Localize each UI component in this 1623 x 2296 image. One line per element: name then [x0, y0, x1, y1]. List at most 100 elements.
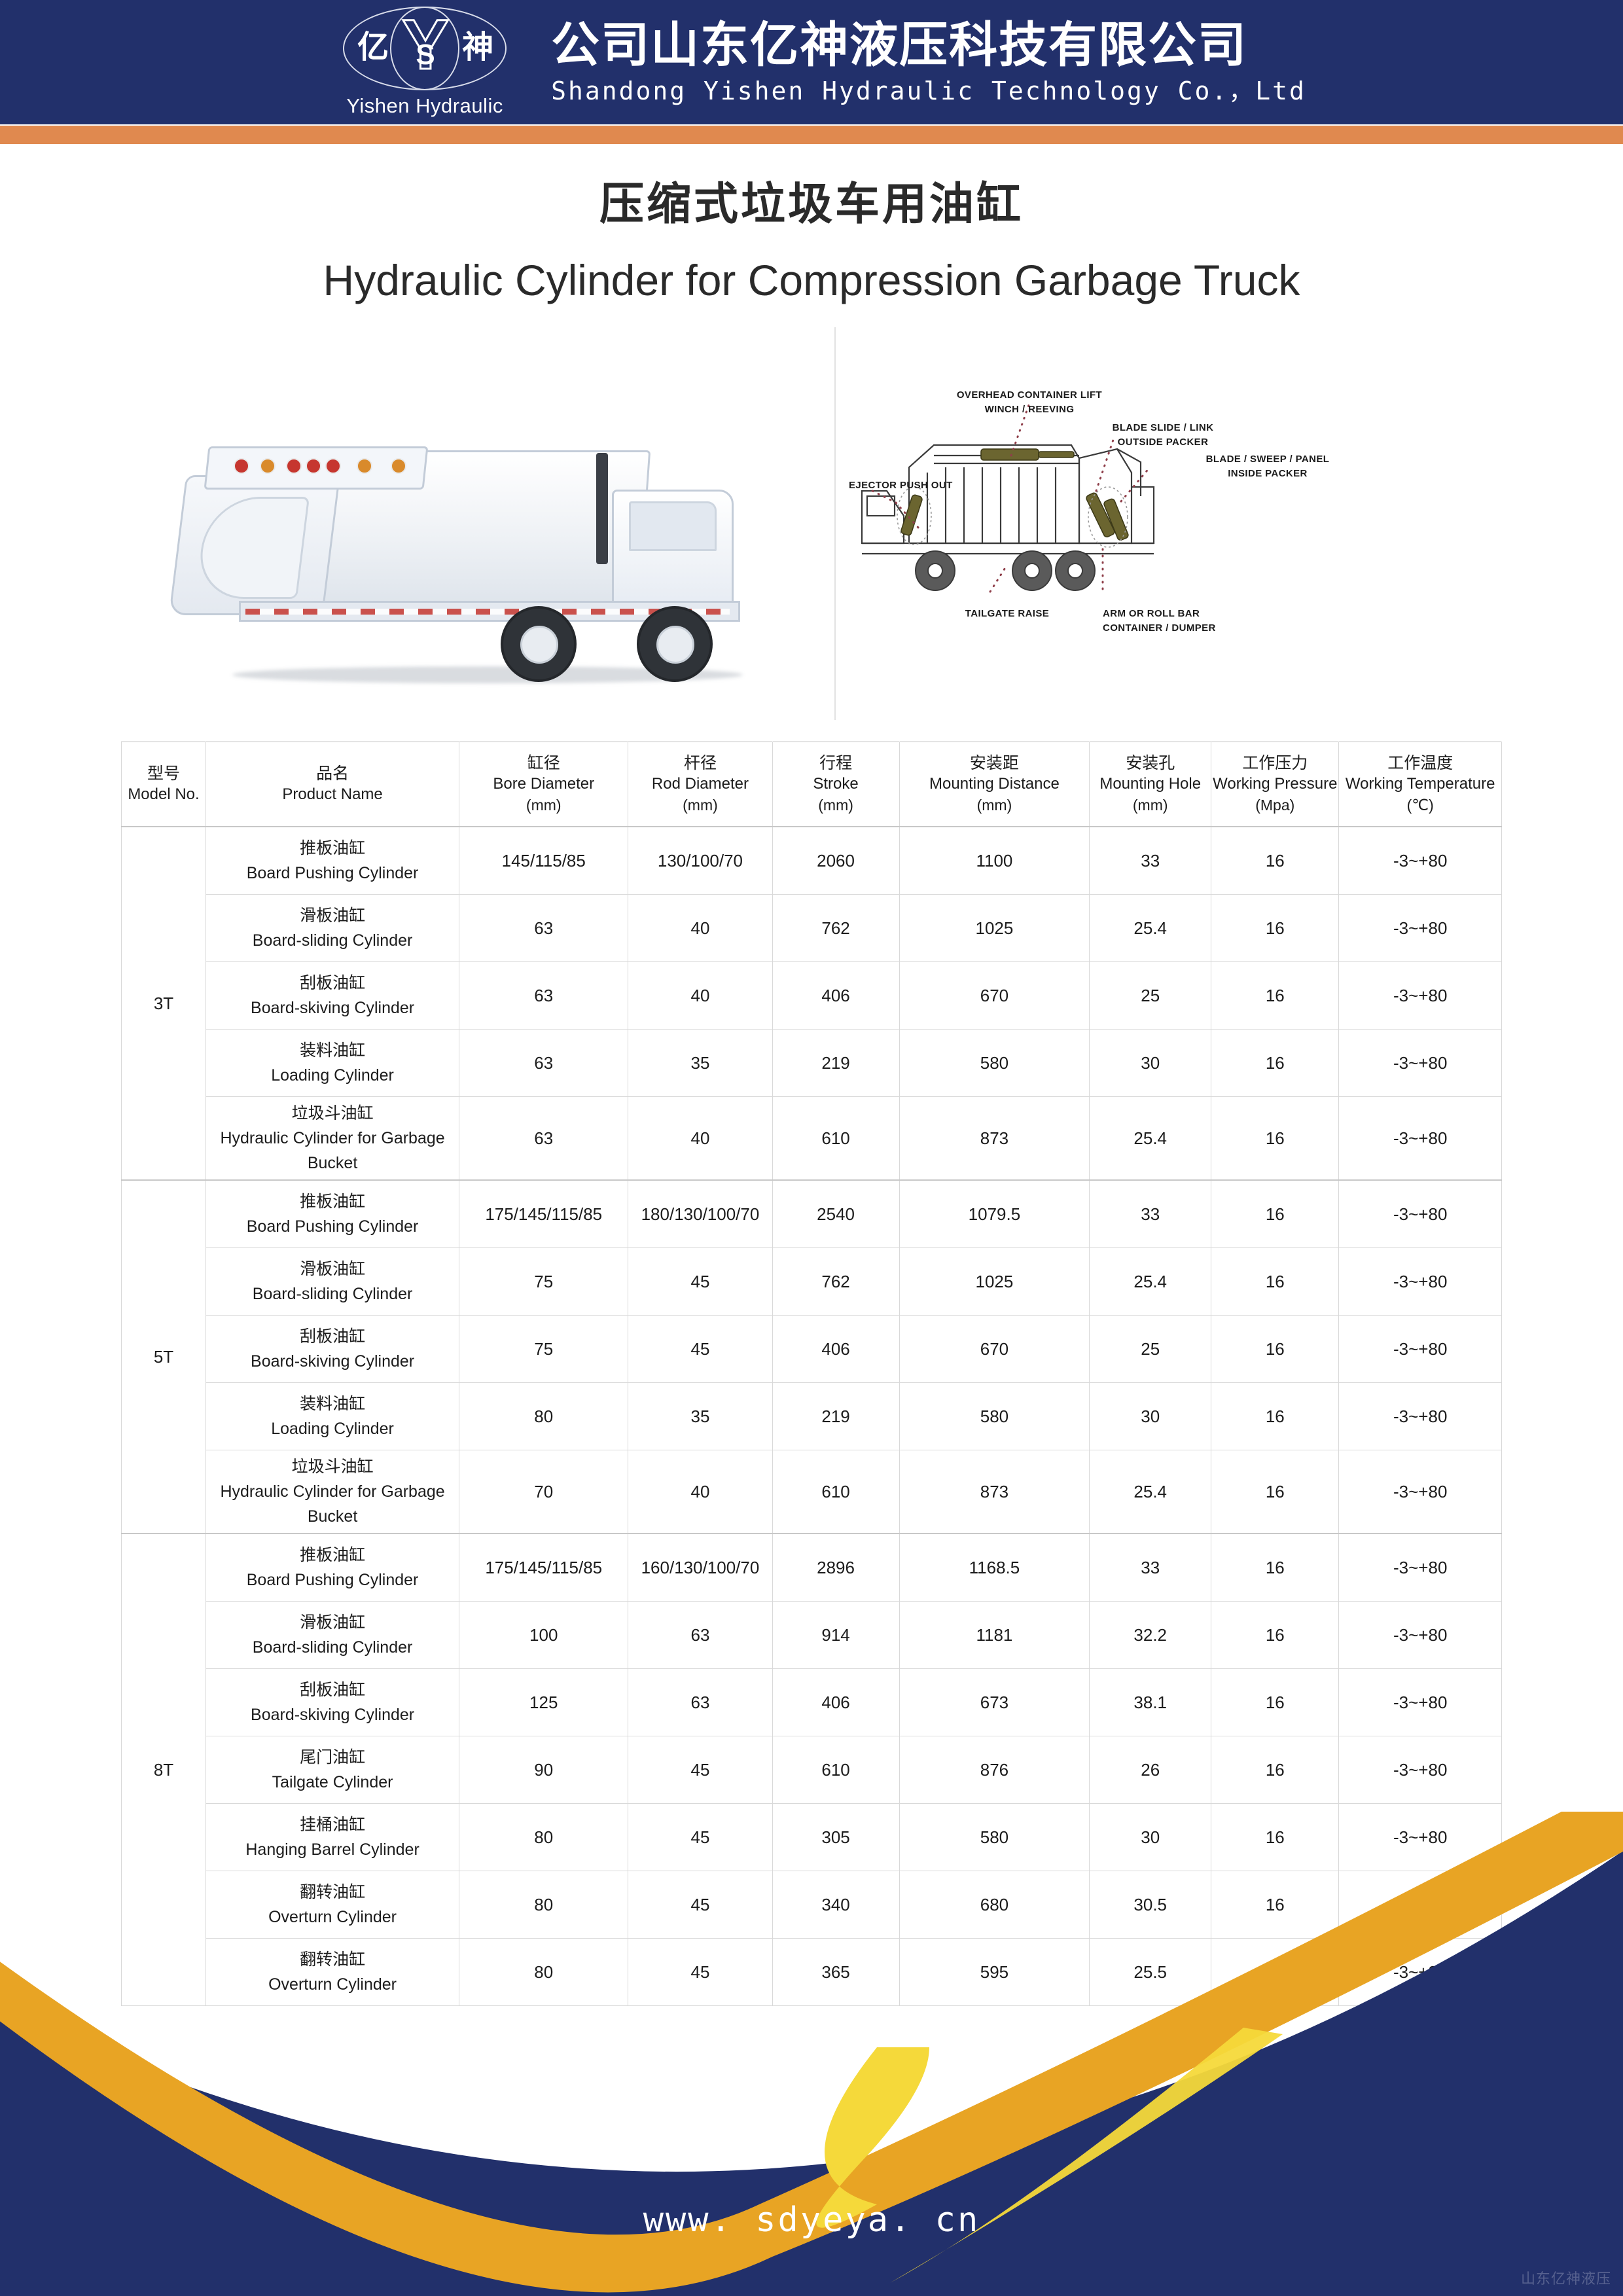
stroke-cell: 610	[772, 1736, 900, 1804]
product-name-cn: 推板油缸	[300, 838, 366, 857]
table-row: 垃圾斗油缸 Hydraulic Cylinder for Garbage Buck…	[122, 1450, 1502, 1534]
table-row: 刮板油缸 Board-skiving Cylinder 125 63 406 673 38.…	[122, 1668, 1502, 1736]
product-name-cell: 推板油缸 Board Pushing Cylinder	[205, 1533, 460, 1602]
working-pressure-cell: 16	[1211, 1533, 1340, 1602]
bore-diameter-cell: 175/145/115/85	[459, 1533, 629, 1602]
stroke-cell: 340	[772, 1871, 900, 1939]
mounting-hole-cell: 30	[1089, 1029, 1212, 1097]
mounting-distance-cell: 1079.5	[899, 1179, 1090, 1248]
rod-diameter-cell: 130/100/70	[628, 826, 773, 895]
working-pressure-cell: 16	[1211, 1450, 1340, 1534]
mounting-distance-cell: 580	[899, 1029, 1090, 1097]
table-row: 装料油缸 Loading Cylinder 63 35 219 580 30 16 -3~+80	[122, 1029, 1502, 1097]
rod-diameter-cell: 180/130/100/70	[628, 1179, 773, 1248]
working-pressure-cell: 16	[1211, 826, 1340, 895]
specification-table: 型号 Model No. 品名 Product Name 缸径 Bore Diameter…	[120, 742, 1502, 2006]
rod-diameter-cell: 35	[628, 1029, 773, 1097]
product-name-en: Loading Cylinder	[271, 1066, 394, 1085]
working-pressure-cell: 16	[1211, 1871, 1340, 1939]
rod-diameter-cell: 45	[628, 1736, 773, 1804]
mounting-hole-cell: 25.4	[1089, 894, 1212, 962]
stroke-cell: 406	[772, 1668, 900, 1736]
col-header-unit: (mm)	[526, 797, 562, 814]
col-header-en: Rod Diameter	[651, 775, 749, 793]
bore-diameter-cell: 125	[459, 1668, 629, 1736]
working-pressure-cell: 16	[1211, 1096, 1340, 1181]
product-name-cn: 翻转油缸	[300, 1950, 366, 1969]
working-temperature-cell: -3~+80	[1338, 1736, 1502, 1804]
website-url[interactable]: www. sdyeya. cn	[643, 2200, 980, 2240]
mounting-hole-cell: 25.4	[1089, 1096, 1212, 1181]
stroke-cell: 2060	[772, 826, 900, 895]
rod-diameter-cell: 45	[628, 1803, 773, 1871]
working-temperature-cell: -3~+80	[1338, 1029, 1502, 1097]
mounting-hole-cell: 25.4	[1089, 1450, 1212, 1534]
footer-decoration: www. sdyeya. cn 山东亿神液压	[0, 1812, 1623, 2296]
mounting-hole-cell: 32.2	[1089, 1601, 1212, 1669]
rod-diameter-cell: 35	[628, 1382, 773, 1450]
table-col-header-model-no: 型号 Model No.	[120, 742, 207, 827]
table-col-header-working-temperature: 工作温度 Working Temperature (℃)	[1338, 742, 1502, 827]
table-row: 5T 推板油缸 Board Pushing Cylinder 175/145/115/…	[120, 1179, 1502, 1534]
mounting-distance-cell: 1181	[899, 1601, 1090, 1669]
mounting-distance-cell: 670	[899, 1315, 1090, 1383]
diagram-label-tailgate-raise: TAILGATE RAISE	[965, 608, 1049, 619]
col-header-unit: (Mpa)	[1255, 797, 1295, 814]
working-pressure-cell: 16	[1211, 1315, 1340, 1383]
working-temperature-cell: -3~+80	[1338, 894, 1502, 962]
mounting-distance-cell: 580	[899, 1382, 1090, 1450]
mounting-hole-cell: 25.5	[1089, 1938, 1212, 2006]
col-header-en: Mounting Hole	[1099, 775, 1202, 793]
product-name-en: Board Pushing Cylinder	[246, 864, 419, 882]
rod-diameter-cell: 63	[628, 1668, 773, 1736]
mounting-distance-cell: 1100	[899, 826, 1090, 895]
rod-diameter-cell: 40	[628, 1096, 773, 1181]
mounting-distance-cell: 876	[899, 1736, 1090, 1804]
mounting-hole-cell: 25	[1089, 1315, 1212, 1383]
col-header-cn: 安装距	[969, 753, 1019, 772]
product-name-en: Board-sliding Cylinder	[252, 1638, 413, 1657]
product-name-cell: 翻转油缸 Overturn Cylinder	[205, 1871, 460, 1939]
stroke-cell: 762	[772, 894, 900, 962]
col-header-en: Product Name	[282, 785, 383, 803]
stroke-cell: 305	[772, 1803, 900, 1871]
table-row: 8T 推板油缸 Board Pushing Cylinder 175/145/115/…	[120, 1533, 1502, 2006]
mounting-hole-cell: 30	[1089, 1382, 1212, 1450]
product-name-en: Board-skiving Cylinder	[251, 999, 415, 1017]
table-col-header-working-pressure: 工作压力 Working Pressure (Mpa)	[1211, 742, 1340, 827]
product-name-cell: 滑板油缸 Board-sliding Cylinder	[205, 1601, 460, 1669]
table-col-header-stroke: 行程 Stroke (mm)	[772, 742, 900, 827]
stroke-cell: 610	[772, 1450, 900, 1534]
specification-table-wrapper: 型号 Model No. 品名 Product Name 缸径 Bore Diameter…	[120, 742, 1502, 2006]
product-name-cn: 刮板油缸	[300, 1327, 366, 1346]
rod-diameter-cell: 45	[628, 1938, 773, 2006]
working-temperature-cell: -3~+80	[1338, 1096, 1502, 1181]
stroke-cell: 406	[772, 1315, 900, 1383]
product-name-cell: 滑板油缸 Board-sliding Cylinder	[205, 1247, 460, 1316]
working-pressure-cell: 16	[1211, 1382, 1340, 1450]
footer-orange-swoosh	[0, 1812, 1623, 2293]
col-header-cn: 缸径	[527, 753, 560, 772]
product-name-cell: 刮板油缸 Board-skiving Cylinder	[205, 1315, 460, 1383]
bore-diameter-cell: 63	[459, 1096, 629, 1181]
working-temperature-cell: -3~+80	[1338, 1601, 1502, 1669]
col-header-en: Working Pressure	[1213, 775, 1338, 793]
table-col-header-mounting-hole: 安装孔 Mounting Hole (mm)	[1089, 742, 1212, 827]
mounting-distance-cell: 1025	[899, 1247, 1090, 1316]
stroke-cell: 2896	[772, 1533, 900, 1602]
table-row: 滑板油缸 Board-sliding Cylinder 75 45 762 1025 25.…	[122, 1247, 1502, 1316]
footer-yellow-swoosh-1	[816, 2047, 929, 2228]
mounting-distance-cell: 673	[899, 1668, 1090, 1736]
bore-diameter-cell: 70	[459, 1450, 629, 1534]
product-name-cn: 装料油缸	[300, 1041, 366, 1060]
product-name-cn: 装料油缸	[300, 1394, 366, 1413]
table-body: 3T 推板油缸 Board Pushing Cylinder 145/115/85 13…	[120, 826, 1502, 2006]
garbage-truck-photo	[121, 327, 808, 720]
mounting-distance-cell: 1025	[899, 894, 1090, 962]
table-row: 装料油缸 Loading Cylinder 80 35 219 580 30 16 -3~+80	[122, 1382, 1502, 1450]
mounting-hole-cell: 33	[1089, 1179, 1212, 1248]
working-temperature-cell: -3~+80	[1338, 826, 1502, 895]
col-header-unit: (mm)	[976, 797, 1012, 814]
table-col-header-product-name: 品名 Product Name	[205, 742, 460, 827]
col-header-unit: (mm)	[1132, 797, 1168, 814]
